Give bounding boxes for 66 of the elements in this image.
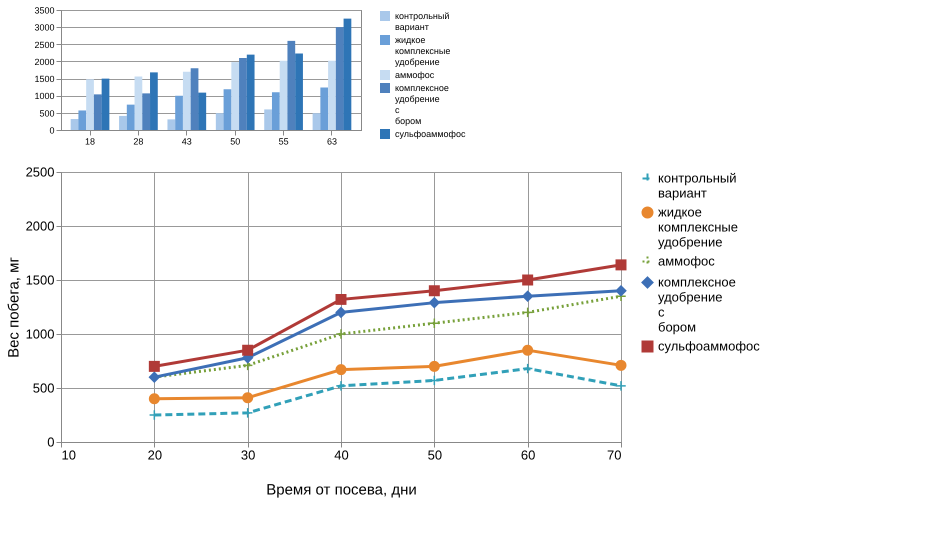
y-tick-label: 0 xyxy=(49,126,54,136)
y-tick-label: 1000 xyxy=(26,326,54,342)
bar xyxy=(198,92,206,130)
y-tick-label: 500 xyxy=(39,108,54,118)
bar xyxy=(150,72,158,130)
bar xyxy=(94,94,102,130)
bar xyxy=(295,54,303,130)
x-tick-label: 18 xyxy=(85,136,96,146)
x-tick-label: 55 xyxy=(278,136,289,146)
legend-label: сульфоаммофос xyxy=(395,129,466,139)
bar xyxy=(231,62,240,130)
legend-label: комплексное удобрение с бором xyxy=(658,274,736,334)
y-tick-label: 1500 xyxy=(34,74,54,84)
bar xyxy=(142,93,150,130)
bar xyxy=(78,110,86,130)
bar xyxy=(287,40,296,130)
y-tick-label: 1000 xyxy=(34,91,54,102)
y-tick-label: 0 xyxy=(47,434,54,450)
y-tick-label: 3000 xyxy=(34,22,54,33)
x-tick-label: 43 xyxy=(182,136,192,146)
bar xyxy=(175,96,183,130)
legend-label: аммофос xyxy=(658,254,716,268)
y-tick-label: 2000 xyxy=(26,218,54,234)
bar xyxy=(182,72,191,130)
bar xyxy=(102,78,110,130)
x-tick-label: 50 xyxy=(428,448,442,462)
bar xyxy=(246,54,255,130)
bar xyxy=(126,104,135,130)
x-tick-label: 20 xyxy=(148,448,162,462)
y-tick-label: 2000 xyxy=(34,56,54,67)
bar xyxy=(167,119,176,130)
bar xyxy=(224,89,232,130)
bar xyxy=(70,119,78,130)
legend-label: аммофос xyxy=(395,70,435,80)
x-tick-label: 60 xyxy=(520,448,536,462)
x-tick-label: 70 xyxy=(607,448,622,462)
bar xyxy=(239,58,247,130)
bar xyxy=(336,27,344,130)
bar xyxy=(86,79,94,130)
x-tick-label: 63 xyxy=(326,136,337,146)
bar xyxy=(134,76,142,130)
bar xyxy=(280,60,288,130)
x-axis-title: Время от посева, дни xyxy=(266,482,417,498)
legend-label: контрольный вариант xyxy=(658,170,737,200)
bar xyxy=(312,113,320,130)
y-axis-title: Вес побега, мг xyxy=(6,256,23,358)
bar xyxy=(344,18,352,130)
x-tick-label: 40 xyxy=(334,448,349,462)
y-tick-label: 500 xyxy=(32,380,54,396)
bar xyxy=(328,60,336,130)
bar xyxy=(190,68,198,130)
bar xyxy=(272,92,280,130)
x-tick-label: 50 xyxy=(230,136,240,146)
y-tick-label: 3500 xyxy=(34,6,54,16)
y-tick-label: 1500 xyxy=(26,272,54,288)
y-tick-label: 2500 xyxy=(26,164,54,180)
legend-label: сульфоаммофос xyxy=(658,338,760,354)
x-tick-label: 28 xyxy=(133,136,144,146)
bar xyxy=(320,87,328,130)
bar xyxy=(264,109,272,130)
x-tick-label: 10 xyxy=(62,448,76,462)
x-tick-label: 30 xyxy=(240,448,256,462)
bar xyxy=(119,116,127,130)
legend-label: жидкое комплексные удобрение xyxy=(658,204,738,250)
bar xyxy=(216,113,224,130)
y-tick-label: 2500 xyxy=(34,40,54,50)
